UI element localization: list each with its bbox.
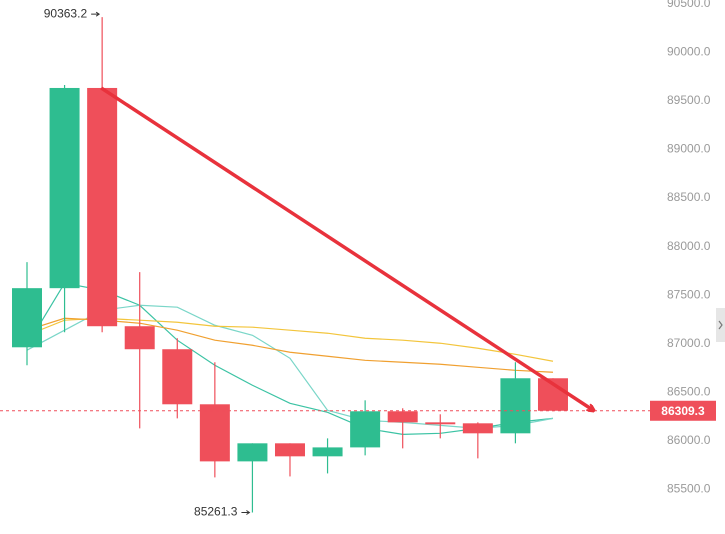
y-tick-label: 87500.0 — [667, 287, 711, 301]
candle-body — [87, 87, 118, 327]
candle-body — [350, 411, 381, 448]
low-arrow — [241, 510, 251, 515]
candle-body — [12, 288, 42, 348]
high-label: 90363.2 — [44, 6, 88, 20]
y-tick-label: 89000.0 — [667, 142, 711, 156]
candle-body — [237, 443, 268, 462]
candle-body — [274, 443, 305, 457]
low-label: 85261.3 — [194, 505, 238, 519]
candle-body — [162, 349, 193, 405]
y-tick-label: 89500.0 — [667, 93, 711, 107]
candle-body — [425, 422, 456, 425]
y-tick-label: 87000.0 — [667, 336, 711, 350]
y-tick-label: 86500.0 — [667, 384, 711, 398]
current-price-box — [650, 400, 716, 421]
candles — [12, 17, 568, 513]
trend-arrow — [100, 86, 594, 411]
current-price-label: 86309.3 — [661, 404, 705, 418]
candle-body — [312, 447, 343, 457]
y-tick-label: 90000.0 — [667, 45, 711, 59]
overlay: 90363.2 85261.3 86309.3 — [0, 6, 716, 519]
candle-body — [387, 411, 418, 423]
high-arrow — [91, 11, 101, 17]
candle-body — [199, 404, 230, 462]
candle-body — [462, 423, 493, 434]
candle-body — [49, 87, 80, 289]
y-tick-label: 88500.0 — [667, 190, 711, 204]
candle-body — [124, 326, 155, 350]
ma-line — [26, 317, 554, 373]
y-tick-label: 86000.0 — [667, 433, 711, 447]
panel-tab-arrow — [718, 320, 723, 330]
y-tick-label: 88000.0 — [667, 239, 711, 253]
candle-body — [500, 378, 531, 434]
y-tick-label: 85500.0 — [667, 482, 711, 496]
panel-tab[interactable] — [716, 308, 725, 342]
y-tick-label: 90500.0 — [667, 0, 711, 10]
